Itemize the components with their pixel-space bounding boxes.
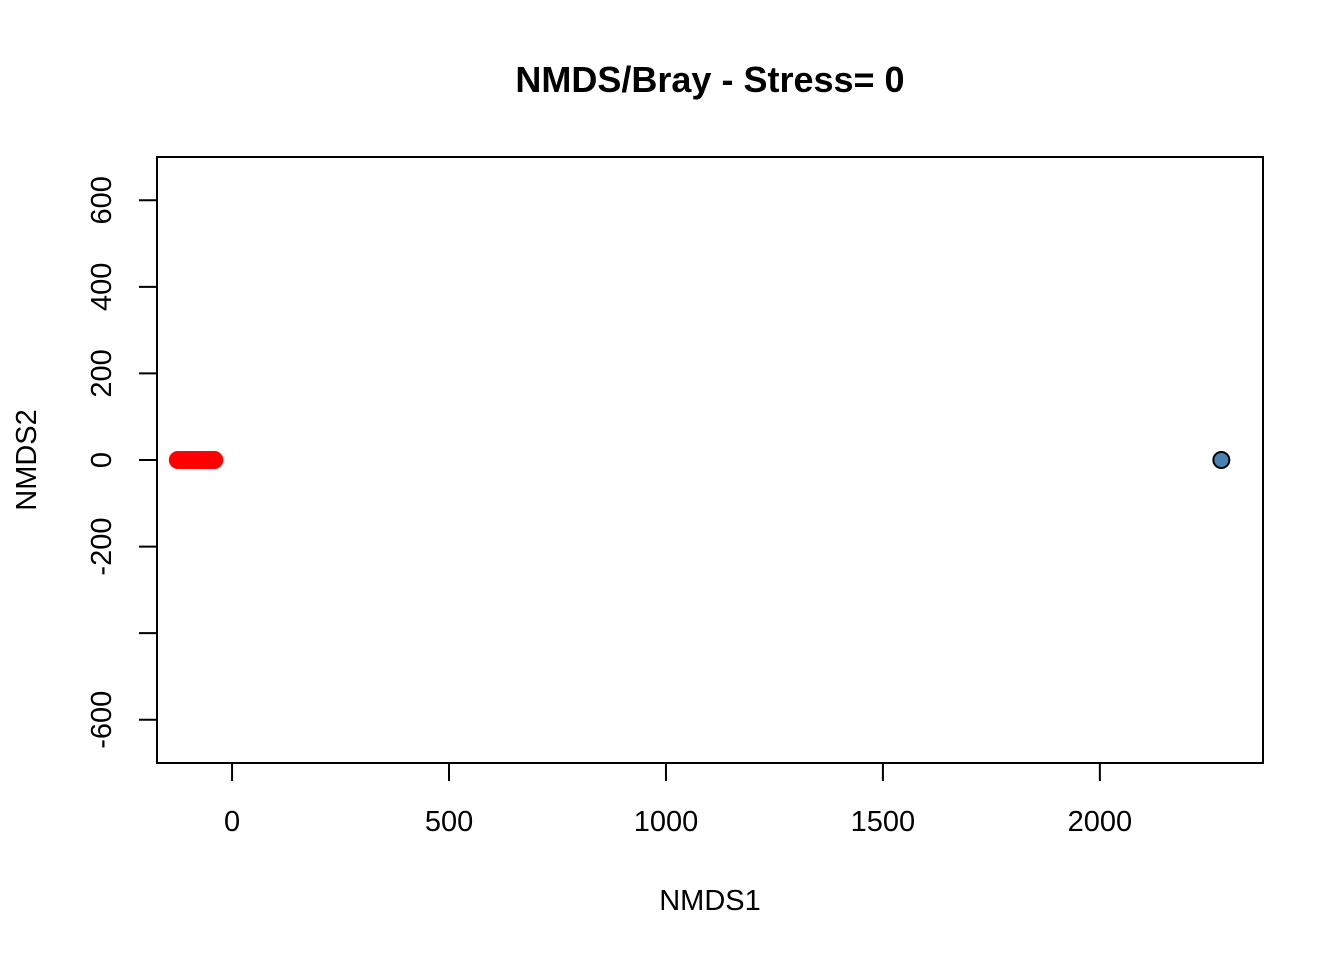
y-tick-label: -600 — [86, 691, 118, 749]
data-points — [168, 451, 1231, 469]
x-tick-label: 0 — [224, 806, 240, 838]
x-tick-label: 500 — [425, 806, 473, 838]
chart-title: NMDS/Bray - Stress= 0 — [515, 59, 904, 100]
data-point — [1212, 451, 1231, 469]
y-tick-label: 200 — [86, 349, 118, 397]
y-tick-label: 600 — [86, 176, 118, 224]
plot-frame — [156, 156, 1264, 764]
x-axis: 0 500 1000 1500 2000 — [224, 762, 1133, 838]
y-tick-label: -200 — [86, 518, 118, 576]
y-axis: -600 -200 0 200 400 600 — [86, 176, 158, 749]
data-point — [205, 451, 224, 469]
x-tick-label: 1500 — [851, 806, 916, 838]
x-axis-label: NMDS1 — [659, 885, 761, 917]
y-axis-label: NMDS2 — [11, 409, 43, 511]
y-tick-label: 400 — [86, 263, 118, 311]
x-tick-label: 2000 — [1068, 806, 1133, 838]
x-tick-label: 1000 — [634, 806, 699, 838]
y-tick-label: 0 — [86, 452, 118, 468]
